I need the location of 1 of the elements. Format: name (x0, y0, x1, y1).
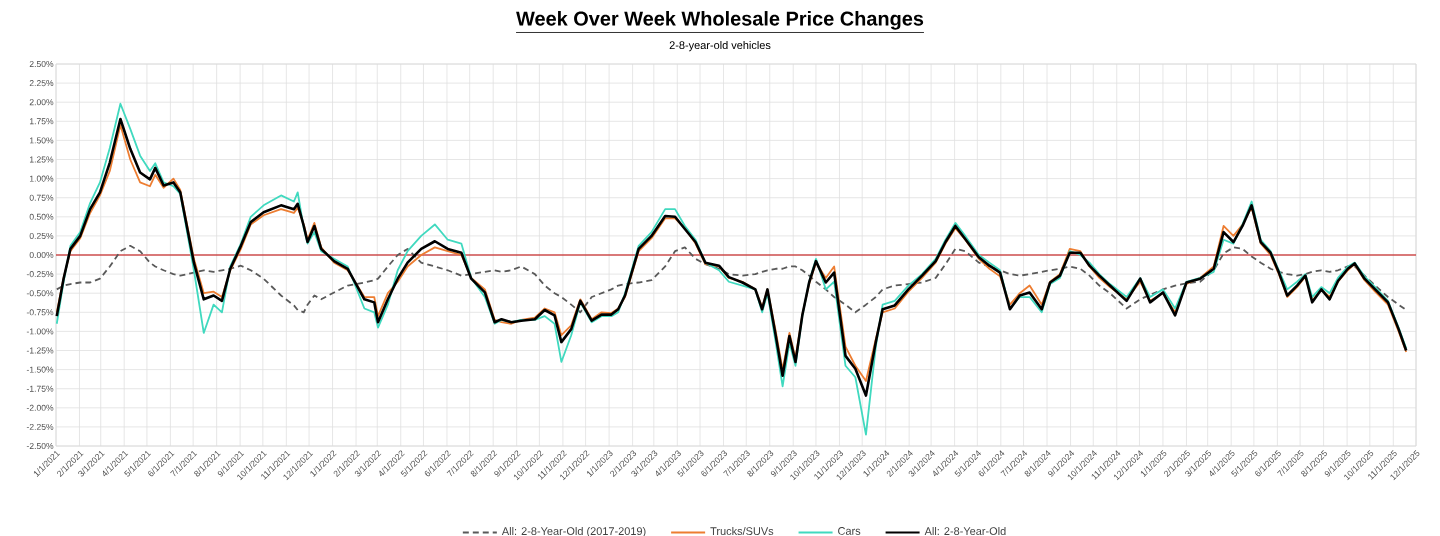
chart-title: Week Over Week Wholesale Price Changes (516, 11, 924, 30)
